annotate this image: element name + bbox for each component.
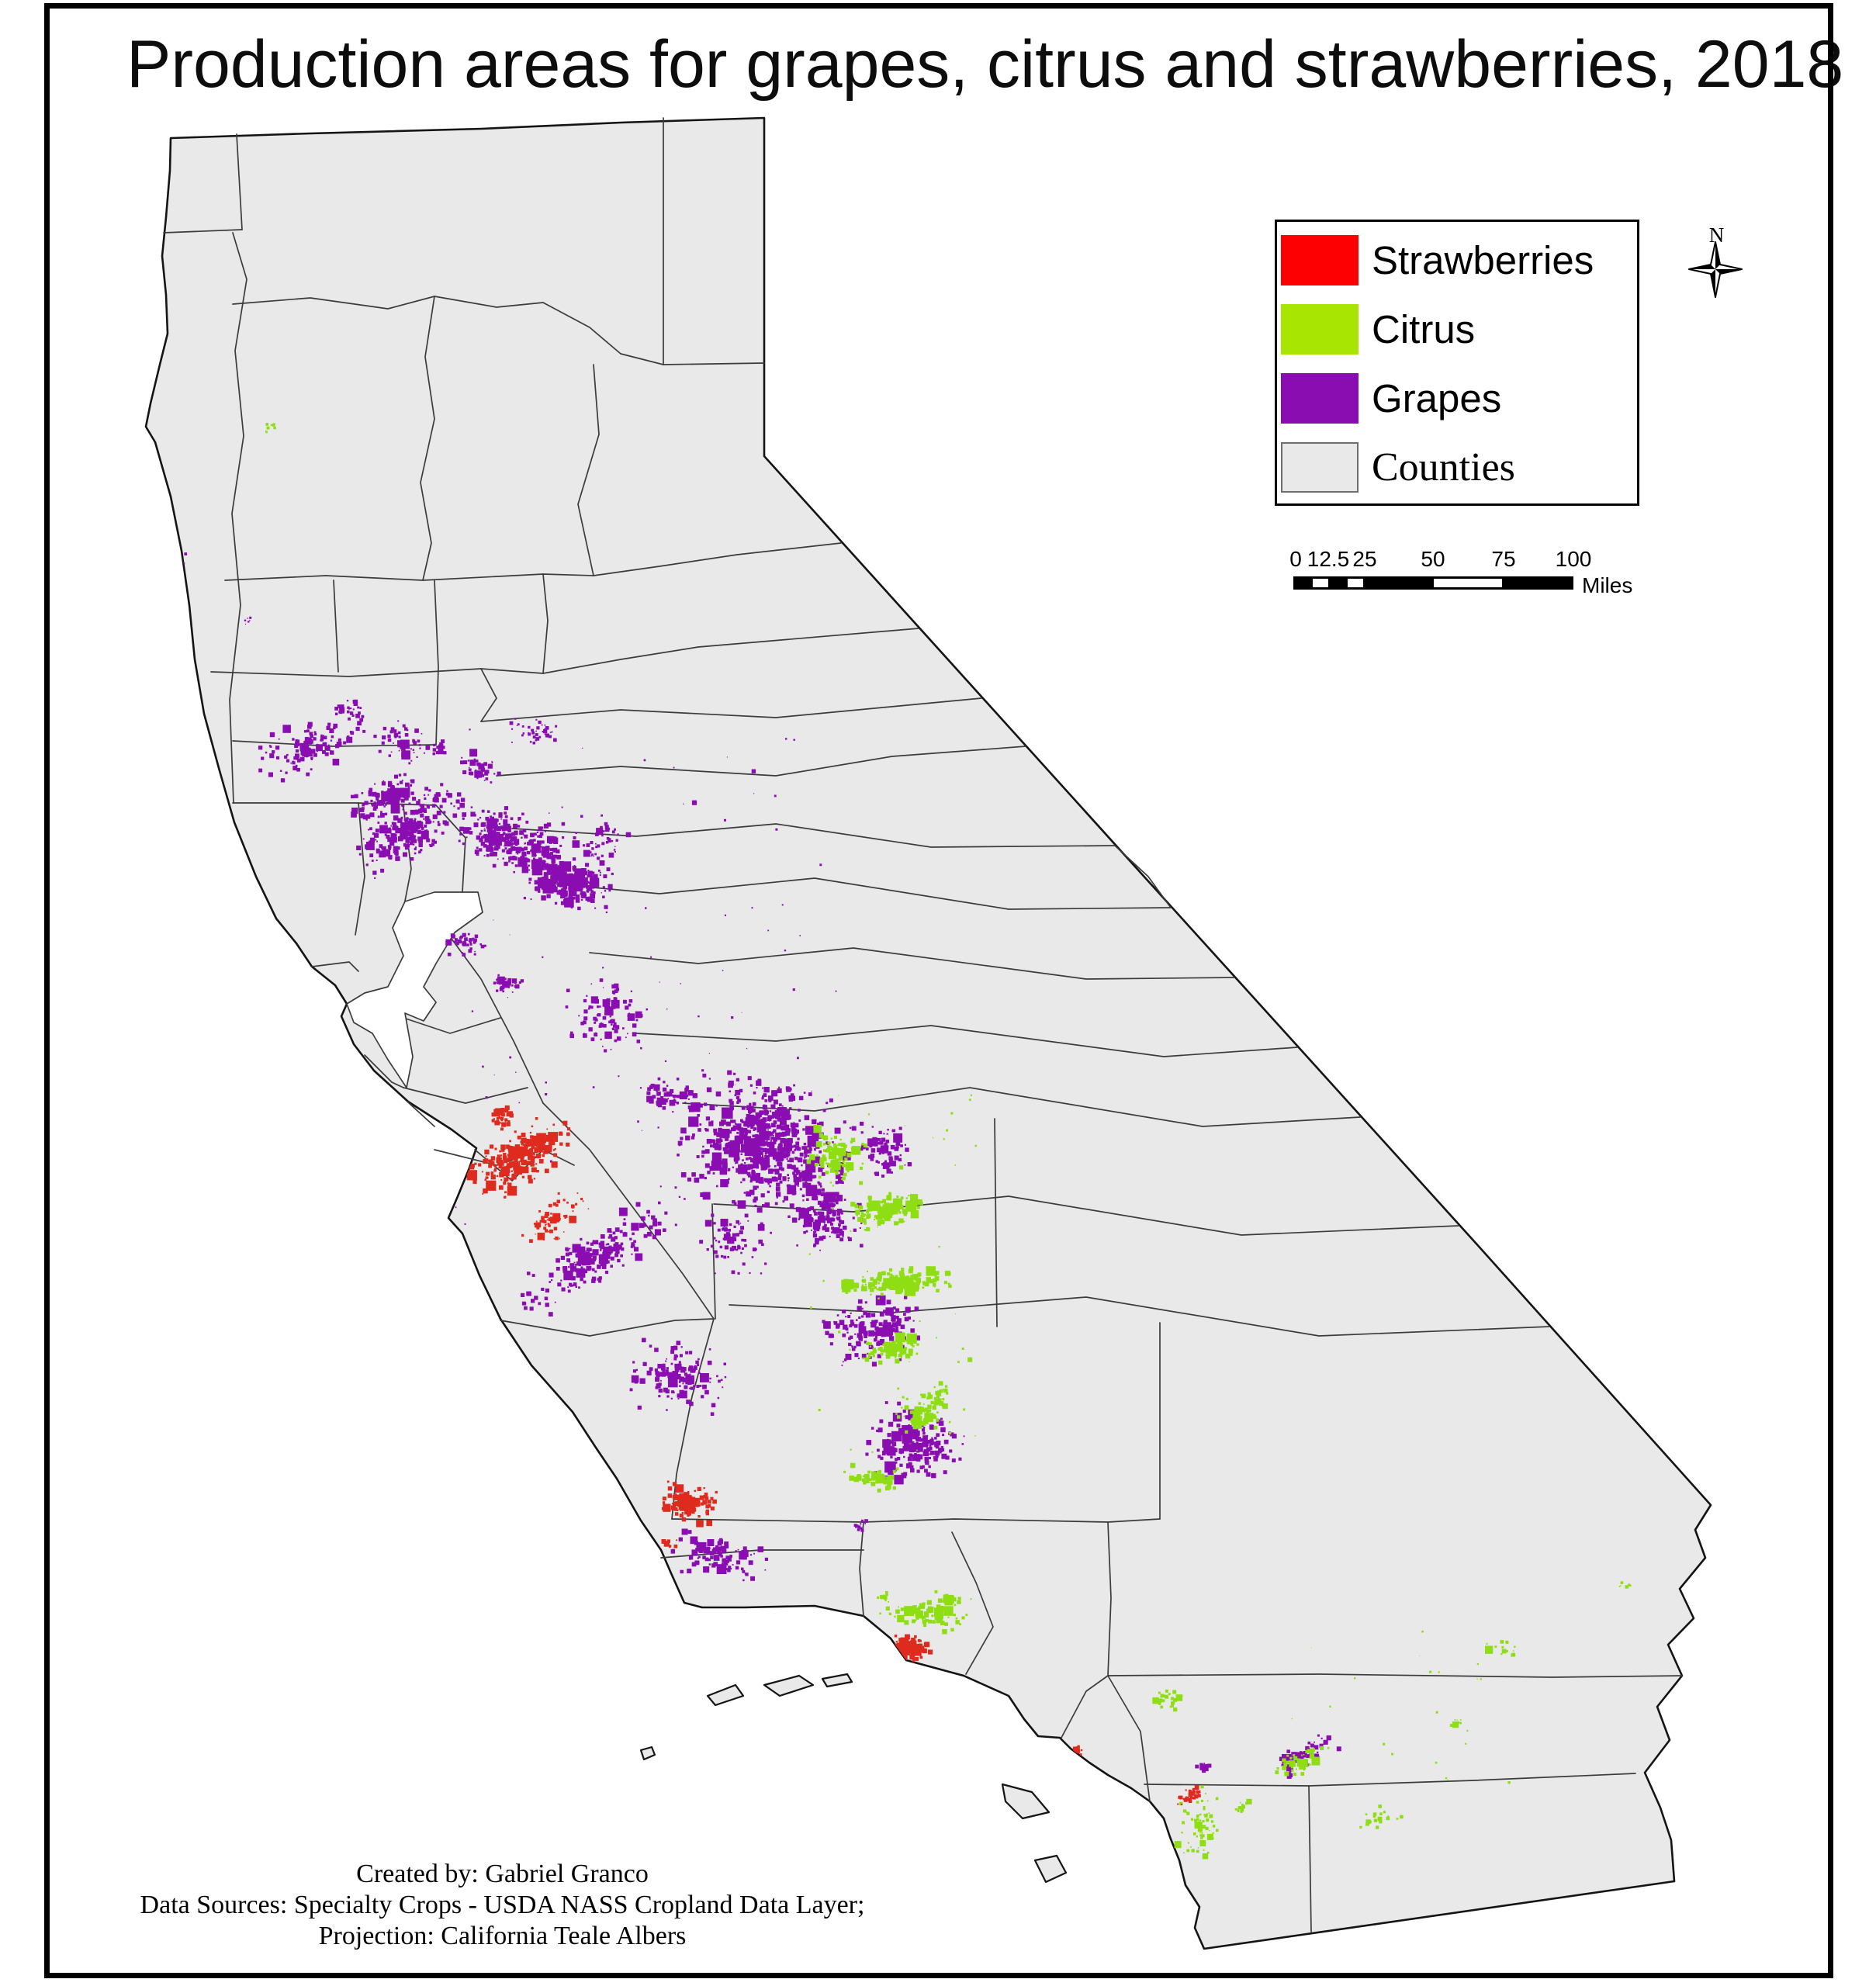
credit-line: Projection: California Teale Albers <box>318 1922 687 1950</box>
production-dots-layer <box>176 423 1632 1860</box>
scale-tick: 100 <box>1555 547 1592 571</box>
legend-label: Grapes <box>1372 376 1502 420</box>
scale-tick: 25 <box>1352 547 1377 571</box>
north-label: N <box>1708 223 1725 247</box>
scale-bar-segment <box>1348 579 1363 587</box>
credits-block: Created by: Gabriel Granco Data Sources:… <box>136 1859 869 1952</box>
legend-item-strawberries: Strawberries <box>1281 235 1637 285</box>
grapes-swatch <box>1281 373 1359 424</box>
scale-bar-graphic <box>1293 576 1573 590</box>
scale-tick: 75 <box>1491 547 1516 571</box>
legend-item-counties: Counties <box>1281 442 1637 493</box>
north-arrow-icon <box>1688 241 1743 298</box>
legend-box: Strawberries Citrus Grapes Counties <box>1275 220 1639 506</box>
scale-tick: 0 <box>1289 547 1302 571</box>
counties-swatch <box>1281 442 1359 493</box>
legend-label: Counties <box>1372 445 1515 490</box>
citrus-swatch <box>1281 304 1359 355</box>
strawberries-swatch <box>1281 235 1359 285</box>
scale-unit: Miles <box>1582 573 1633 597</box>
page-title: Production areas for grapes, citrus and … <box>126 27 1844 102</box>
legend-item-grapes: Grapes <box>1281 373 1637 424</box>
county-boundaries <box>163 117 1683 1932</box>
scale-tick: 12.5 <box>1307 547 1350 571</box>
legend-item-citrus: Citrus <box>1281 304 1637 355</box>
legend-label: Citrus <box>1372 307 1476 351</box>
scale-bar-segment <box>1434 579 1502 587</box>
scale-bar: 0 12.5 25 50 75 100 Miles <box>1289 547 1635 601</box>
credit-line: Created by: Gabriel Granco <box>356 1860 649 1888</box>
california-state-outline <box>144 116 1712 1950</box>
north-arrow-label-wrap: N <box>1664 223 1769 317</box>
scale-tick: 50 <box>1421 547 1445 571</box>
credit-line: Data Sources: Specialty Crops - USDA NAS… <box>140 1891 865 1919</box>
scale-bar-segment <box>1313 579 1328 587</box>
legend-label: Strawberries <box>1372 238 1594 282</box>
channel-islands <box>639 1673 1068 1884</box>
